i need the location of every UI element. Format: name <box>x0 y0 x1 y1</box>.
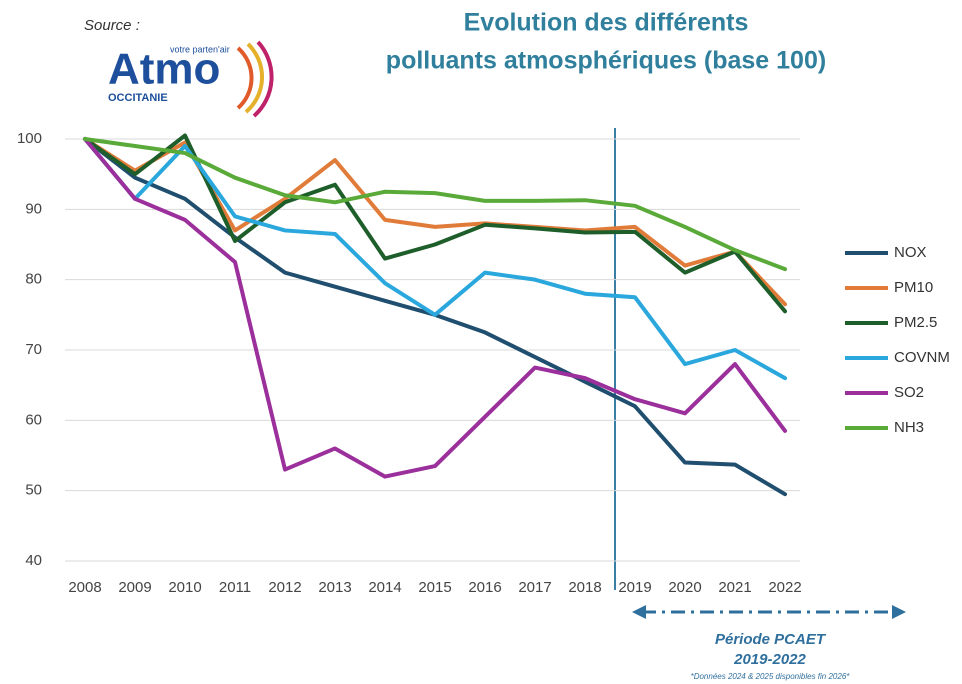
x-tick-label: 2021 <box>718 579 751 596</box>
logo: Atmo <box>108 45 220 94</box>
x-tick-label: 2015 <box>418 579 451 596</box>
x-tick-label: 2008 <box>68 579 101 596</box>
chart-title: polluants atmosphériques (base 100) <box>386 47 826 75</box>
x-tick-label: 2022 <box>768 579 801 596</box>
y-tick-label: 60 <box>25 411 42 428</box>
x-tick-label: 2013 <box>318 579 351 596</box>
legend-label: PM2.5 <box>894 314 937 331</box>
arrow-head <box>892 605 906 619</box>
logo-tagline: votre parten'air <box>170 44 230 54</box>
legend-label: COVNM <box>894 349 950 366</box>
x-tick-label: 2010 <box>168 579 201 596</box>
y-tick-label: 40 <box>25 552 42 569</box>
y-tick-label: 80 <box>25 271 42 288</box>
series-line <box>83 137 787 381</box>
series-line <box>83 137 787 272</box>
legend-label: NOX <box>894 244 927 261</box>
logo-arc <box>252 40 274 118</box>
logo-arc <box>236 46 254 110</box>
x-tick-label: 2011 <box>219 579 251 596</box>
y-tick-label: 100 <box>17 130 42 147</box>
y-tick-label: 70 <box>25 341 42 358</box>
legend-label: PM10 <box>894 279 933 296</box>
footnote: *Données 2024 & 2025 disponibles fin 202… <box>691 672 851 681</box>
source-label: Source : <box>84 17 140 34</box>
x-tick-label: 2018 <box>568 579 601 596</box>
x-tick-label: 2020 <box>668 579 701 596</box>
x-tick-label: 2017 <box>518 579 551 596</box>
x-tick-label: 2016 <box>468 579 501 596</box>
legend-label: NH3 <box>894 419 924 436</box>
legend-label: SO2 <box>894 384 924 401</box>
x-tick-label: 2014 <box>368 579 401 596</box>
x-tick-label: 2009 <box>118 579 151 596</box>
period-label: Période PCAET <box>715 631 827 648</box>
logo-arc <box>244 42 265 114</box>
x-tick-label: 2012 <box>268 579 301 596</box>
y-tick-label: 50 <box>25 482 42 499</box>
period-years: 2019-2022 <box>733 651 806 668</box>
y-tick-label: 90 <box>25 200 42 217</box>
logo-region: OCCITANIE <box>108 92 168 104</box>
x-tick-label: 2019 <box>618 579 651 596</box>
chart-title: Evolution des différents <box>464 9 749 37</box>
series-line <box>83 137 787 479</box>
arrow-head <box>632 605 646 619</box>
